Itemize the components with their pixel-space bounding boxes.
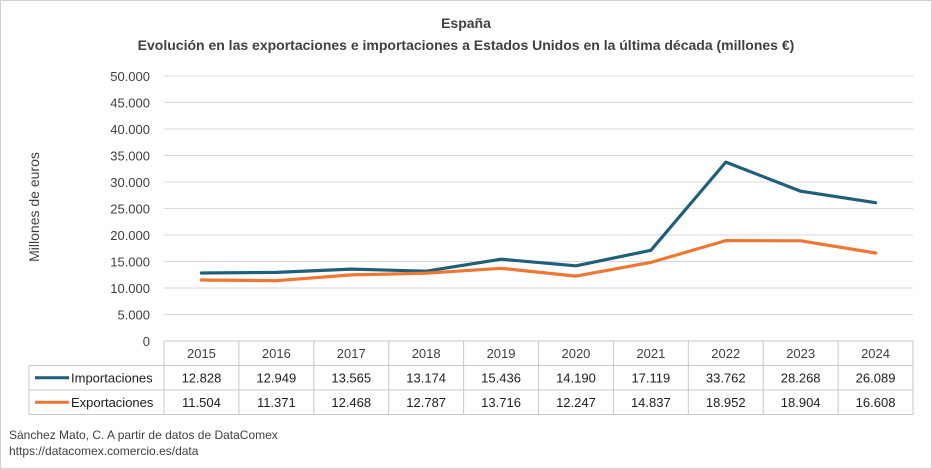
data-point [724, 239, 727, 242]
data-point [500, 267, 502, 270]
y-tick-label: 20.000 [110, 228, 150, 243]
data-label: 13.716 [481, 395, 521, 410]
data-point [650, 249, 652, 252]
x-tick-label: 2024 [861, 346, 890, 361]
data-label: 11.371 [257, 395, 296, 410]
data-point [799, 240, 802, 242]
data-label: 18.952 [706, 395, 746, 410]
data-label: 13.565 [331, 371, 371, 386]
series-line [199, 160, 878, 275]
data-point [200, 279, 203, 281]
data-point [200, 272, 203, 274]
data-label: 13.174 [406, 371, 446, 386]
data-point [425, 272, 427, 275]
data-point [350, 268, 353, 270]
data-table: 2015 2016 2017 2018 2019 2020 2021 2022 2023 2024… [28, 340, 914, 415]
chart-title: España [441, 15, 491, 31]
source-line-2: https://datacomex.comercio.es/data [9, 444, 199, 458]
y-tick-label: 35.000 [110, 149, 150, 164]
data-point [275, 271, 278, 274]
data-point [650, 261, 652, 264]
data-label: 12.787 [406, 395, 446, 410]
data-label: 12.468 [331, 395, 371, 410]
data-label: 26.089 [856, 371, 896, 386]
x-tick-label: 2016 [262, 346, 291, 361]
data-point [724, 161, 727, 163]
data-point [874, 252, 877, 254]
data-point [500, 258, 502, 260]
data-label: 12.247 [556, 395, 596, 410]
x-tick-label: 2020 [561, 346, 590, 361]
data-label: 12.949 [256, 371, 296, 386]
x-tick-label: 2017 [337, 346, 366, 361]
source-line-1: Sánchez Mato, C. A partir de datos de Da… [9, 428, 278, 442]
x-tick-label: 2015 [187, 346, 216, 361]
data-label: 16.608 [856, 395, 896, 410]
data-point [874, 201, 877, 204]
y-tick-labels: 0 5.000 10.000 15.000 20.000 25.000 30.000 35.0… [110, 69, 150, 349]
data-point [275, 279, 278, 282]
y-tick-label: 0 [143, 334, 150, 349]
data-label: 18.904 [781, 395, 821, 410]
y-tick-label: 30.000 [110, 175, 150, 190]
series-line [199, 239, 878, 283]
data-point [575, 264, 577, 267]
data-label: 14.190 [556, 371, 596, 386]
y-tick-label: 50.000 [110, 69, 150, 84]
data-label: 12.828 [182, 371, 222, 386]
data-label: 15.436 [481, 371, 521, 386]
source-note: Sánchez Mato, C. A partir de datos de Da… [9, 427, 278, 459]
y-tick-label: 40.000 [110, 122, 150, 137]
x-tick-label: 2018 [412, 346, 441, 361]
data-label: 28.268 [781, 371, 821, 386]
data-label: 11.504 [182, 395, 221, 410]
y-tick-label: 5.000 [117, 308, 150, 323]
x-tick-label: 2019 [487, 346, 516, 361]
chart-subtitle: Evolución en las exportaciones e importa… [138, 37, 795, 53]
legend-label: Exportaciones [71, 395, 154, 410]
line-chart: España Evolución en las exportaciones e … [26, 15, 914, 415]
data-label: 14.837 [631, 395, 671, 410]
data-point [799, 190, 802, 192]
series-lines [199, 160, 878, 283]
y-tick-label: 45.000 [110, 96, 150, 111]
data-point [350, 274, 353, 276]
x-tick-label: 2023 [786, 346, 815, 361]
y-axis-label: Millones de euros [26, 152, 42, 262]
gridlines [164, 75, 913, 315]
data-point [575, 275, 577, 277]
data-label: 17.119 [631, 371, 670, 386]
legend-label: Importaciones [71, 371, 153, 386]
x-tick-label: 2022 [711, 346, 740, 361]
x-tick-label: 2021 [636, 346, 665, 361]
y-tick-label: 25.000 [110, 202, 150, 217]
y-tick-label: 15.000 [110, 255, 150, 270]
data-label: 33.762 [706, 371, 746, 386]
y-tick-label: 10.000 [110, 281, 150, 296]
